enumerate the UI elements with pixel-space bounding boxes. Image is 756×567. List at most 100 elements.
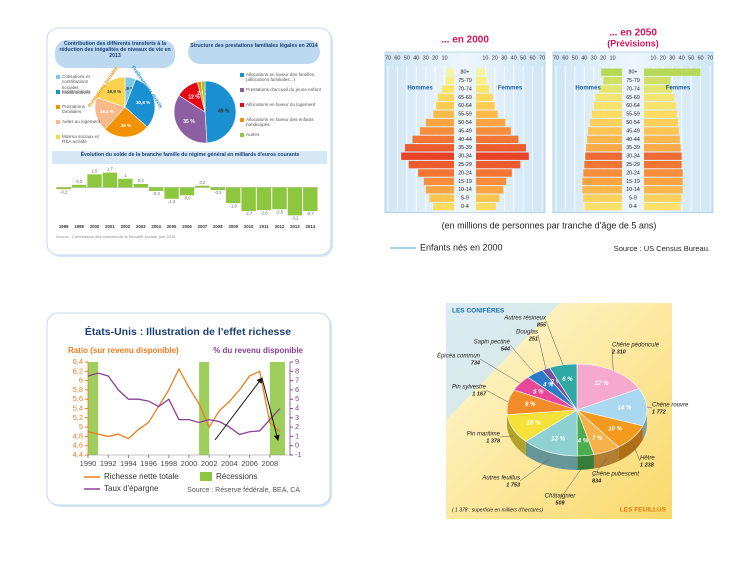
bar xyxy=(476,76,487,85)
x-tick-label: 50 xyxy=(688,55,694,61)
legend-label: Prestations d'accueil du jeune enfant xyxy=(246,87,321,92)
bar xyxy=(118,178,133,188)
value-label: -0,2 xyxy=(60,189,68,194)
bar xyxy=(56,187,71,190)
slice-label: 2 % xyxy=(550,380,562,386)
x-tick-label: 50 xyxy=(404,55,410,61)
value-label: 1,5 xyxy=(92,168,98,173)
x-tick-label: 10 xyxy=(482,55,488,61)
legend-swatch xyxy=(56,135,60,139)
bar xyxy=(412,135,454,144)
x-tick-label: 30 xyxy=(423,55,429,61)
bar xyxy=(644,135,680,144)
x-tick-label: 40 xyxy=(679,55,685,61)
bar xyxy=(425,118,454,127)
y-tick-label: 10-14 xyxy=(458,187,472,193)
slice xyxy=(575,388,648,427)
y-tick-label: 50-54 xyxy=(458,120,472,126)
bar xyxy=(148,187,164,191)
legend-label: Taux d'épargne xyxy=(104,484,159,493)
legend-swatch xyxy=(56,90,60,94)
y-tick-label: 0-4 xyxy=(629,204,637,210)
legend-swatch xyxy=(240,133,244,137)
x-tick-label: 2004 xyxy=(151,224,161,229)
recession-band xyxy=(269,362,285,455)
bar xyxy=(272,187,287,210)
bar xyxy=(476,186,504,194)
series-line xyxy=(87,367,281,440)
y-tick-label: 70-74 xyxy=(458,86,472,92)
plot-background xyxy=(384,51,546,214)
x-tick-label: 1990 xyxy=(80,459,97,468)
legend-label: Récessions xyxy=(216,472,257,481)
legend-label: Allocations en faveur du logement xyxy=(246,102,316,107)
y-tick-label: 25-29 xyxy=(458,162,472,168)
bar xyxy=(644,169,683,177)
leader-line xyxy=(509,344,535,374)
slice-label: 35 % xyxy=(183,119,195,125)
y-tick-label: 25-29 xyxy=(626,162,640,168)
bar xyxy=(476,194,500,202)
leader-line xyxy=(611,347,614,371)
x-tick-label: 2009 xyxy=(228,224,238,229)
x-tick-label: 10 xyxy=(610,55,616,61)
y-tick-label: 4,8 xyxy=(73,431,83,440)
bar xyxy=(583,194,622,202)
slice xyxy=(525,409,578,457)
y-tick-label: 30-34 xyxy=(458,154,472,160)
x-tick-label: 60 xyxy=(698,55,704,61)
x-tick-label: 2006 xyxy=(182,224,192,229)
slice-value: 734 xyxy=(471,360,480,366)
slice-label: 2 % xyxy=(197,91,206,97)
slice-name: Chêne rouvre xyxy=(652,403,689,409)
legend-label: Cotisations et contributions sociales re… xyxy=(62,74,91,95)
legend-swatch xyxy=(56,75,60,79)
y-tick-label: 60-64 xyxy=(626,103,640,109)
leader-line xyxy=(559,462,586,500)
value-label: 0,2 xyxy=(199,180,205,185)
bar xyxy=(585,152,622,160)
y-tick-label: 4,6 xyxy=(73,441,83,450)
title-pill xyxy=(188,40,320,64)
y-tick-label: 55-59 xyxy=(458,112,472,118)
series-name: Hommes xyxy=(575,86,601,92)
x-tick-label: 2008 xyxy=(261,459,278,468)
bar xyxy=(226,187,241,204)
y-tick-label: 45-49 xyxy=(626,128,640,134)
value-label: 0,4 xyxy=(138,178,144,183)
value-label: 1,7 xyxy=(107,167,113,172)
annotation-arrows xyxy=(214,377,280,441)
bar xyxy=(476,169,512,177)
slice-name: Épicéa commun xyxy=(437,353,481,360)
value-label: -0,3 xyxy=(214,190,222,195)
y-tick-label: 80+ xyxy=(629,70,638,76)
chart-source: Source : US Census Bureau. xyxy=(614,244,710,253)
arrow xyxy=(261,377,280,441)
bar xyxy=(446,68,454,76)
bar xyxy=(582,177,622,186)
x-tick-label: 70 xyxy=(539,55,545,61)
y-tick-label: 45-49 xyxy=(458,128,472,134)
x-tick-label: 2012 xyxy=(275,224,285,229)
x-tick-label: 70 xyxy=(385,55,391,61)
bar xyxy=(595,93,622,102)
bar xyxy=(408,160,454,169)
y-tick-label: 20-24 xyxy=(626,170,640,176)
legend-label: Aides au logement xyxy=(62,119,101,124)
bar xyxy=(644,118,678,127)
legend-label: Enfants nés en 2000 xyxy=(420,242,503,252)
leader-line xyxy=(545,320,564,366)
legend-label: Prestations familiales xyxy=(62,104,85,115)
slice-label: 4 % xyxy=(577,439,589,445)
plot-background xyxy=(552,51,714,214)
value-label: 1 xyxy=(124,173,127,178)
bar xyxy=(476,93,493,102)
y2-tick-label: 5 xyxy=(295,394,299,403)
bar xyxy=(437,93,454,102)
bar xyxy=(476,152,529,160)
bar xyxy=(587,135,622,144)
legend-swatch xyxy=(240,118,244,122)
slice xyxy=(549,363,578,412)
bar xyxy=(476,202,496,211)
